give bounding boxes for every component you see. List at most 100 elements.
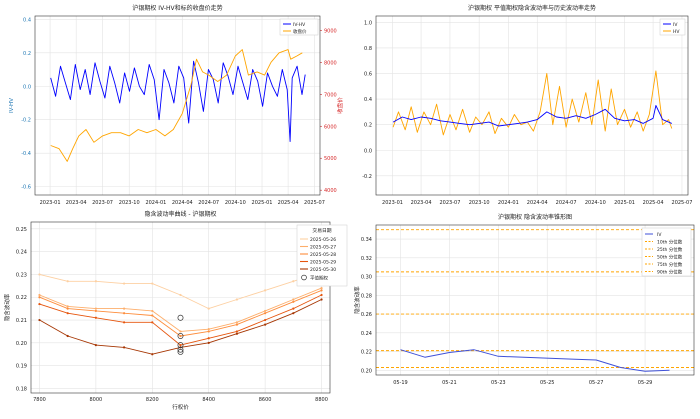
chart4-x-tick-label: 05-19 [393,380,408,386]
chart3-x-tick-label: 8200 [146,397,159,403]
chart3-smile-point [66,312,69,315]
chart3-smile-point [151,353,154,356]
chart3-smile-point [66,334,69,338]
chart3-x-axis-label: 行权价 [172,403,189,411]
chart4-frame [375,224,695,376]
chart3-smile-point [292,298,295,301]
chart3-smile-point [151,282,154,285]
chart3-smile-point [179,293,182,297]
chart3-smile-point [207,341,210,344]
chart3-smile-point [292,312,295,315]
chart3-legend-label: 2025-05-26 [310,237,336,243]
chart2-x-tick-label: 2025-01 [614,200,635,206]
chart4-x-tick-label: 05-23 [491,380,506,386]
chart3-smile-point [235,321,239,324]
chart3-smile-point [94,309,97,313]
chart3-legend-title: 交易日期 [312,227,331,234]
chart2-x-tick-label: 2024-07 [556,200,577,206]
chart3-y-tick-label: 0.25 [16,227,27,233]
chart3-x-tick-label: 8600 [259,397,272,403]
chart3-smile-point [207,307,210,310]
chart3-smile-point [235,330,239,333]
chart4-legend-label: 75th 分位数 [657,261,683,268]
chart3-smile-point [94,316,97,319]
chart4-y-tick-label: 0.32 [361,256,372,262]
chart2-y-tick-label: 0.8 [364,46,372,52]
chart3-smile-point [292,300,295,303]
chart3-legend-atm-label: 平值期权 [310,275,328,282]
chart4-legend-label: 90th 分位数 [657,269,683,276]
chart3-y-axis-label: 隐含波动率 [3,293,11,321]
chart4-y-tick-label: 0.20 [361,368,372,374]
chart3-legend-box [296,224,348,287]
chart3-smile-point [264,312,267,315]
chart3-legend-label: 2025-05-28 [310,252,336,258]
chart4-legend-label: 50th 分位数 [657,254,683,261]
chart4-title: 沪银期权 隐含波动率锥形图 [498,213,572,221]
chart2-x-tick-label: 2024-04 [527,200,548,206]
chart1-y-tick-label: 0.2 [23,51,31,57]
chart2-x-tick-label: 2023-07 [440,200,461,206]
chart3-smile-point [320,293,323,297]
chart3-smile-point [179,334,182,338]
chart3-x-tick-label: 8000 [90,397,103,403]
chart2-x-tick-label: 2023-10 [469,200,490,206]
chart1-y-axis-label: IV-HV [9,98,15,113]
chart2-y-tick-label: 1.0 [364,20,372,26]
chart1-y2-tick-label: 5000 [324,156,337,162]
chart4-legend-label: 10th 分位数 [657,239,683,246]
chart2-y-tick-label: 0.6 [364,72,372,78]
chart1-y2-tick-label: 9000 [324,28,337,34]
chart3-smile-point [264,309,267,313]
chart1-x-tick-label: 2025-01 [252,200,273,206]
chart4-legend-box [641,227,692,277]
chart1-y-tick-label: -0.2 [21,118,31,124]
chart3-smile-point [66,305,69,308]
chart3-smile-point [122,346,126,349]
chart3-y-tick-label: 0.22 [16,295,27,301]
chart3-smile-point [38,273,41,276]
chart1-y2-tick-label: 6000 [324,124,337,130]
chart3-x-tick-label: 8800 [315,397,328,403]
chart2-x-tick-label: 2023-04 [411,200,432,206]
chart3-y-tick-label: 0.20 [16,341,27,347]
chart4-y-tick-label: 0.24 [361,331,372,337]
chart1-price-line [50,49,303,162]
chart1-y2-tick-label: 4000 [324,188,337,194]
chart1-y-tick-label: -0.4 [21,151,31,157]
chart2-x-tick-label: 2024-01 [498,200,519,206]
chart3-smile-point [66,280,69,283]
chart2-legend-label: HV [673,29,680,35]
chart3-title: 隐含波动率曲线 - 沪银期权 [145,210,217,218]
chart3-smile-point [94,344,97,347]
chart4-y-tick-label: 0.22 [361,350,372,356]
chart1-x-tick-label: 2025-04 [278,200,299,206]
chart4-y-axis-label: 隐含波动率 [353,286,361,314]
chart1-x-tick-label: 2024-10 [225,200,246,206]
chart1-x-tick-label: 2023-10 [119,200,140,206]
chart2-x-tick-label: 2024-10 [585,200,606,206]
chart4-x-tick-label: 05-21 [442,380,457,386]
chart3-smile-point [320,289,323,292]
chart1-frame [34,15,321,196]
chart3-smile-point [38,318,41,322]
chart3-smile-point [264,289,267,292]
chart4-x-tick-label: 05-25 [540,380,555,386]
chart3-smile-point [264,323,267,326]
chart1-x-tick-label: 2025-07 [304,200,325,206]
chart3-smile-point [94,280,97,283]
chart3-smile-point [122,312,126,315]
chart1-y2-tick-label: 8000 [324,60,337,66]
chart3-smile-point [179,344,182,347]
chart1-x-tick-label: 2024-04 [172,200,193,206]
chart3-smile-point [235,332,239,335]
chart2-y-tick-label: 0.2 [364,123,372,129]
chart1-iv-hv-line [50,60,306,142]
chart3-legend-atm-swatch [301,274,307,281]
chart1-x-tick-label: 2024-01 [145,200,166,206]
chart1-y-tick-label: 0.4 [23,17,31,23]
chart3-atm-marker [177,342,184,349]
chart3-y-tick-label: 0.23 [16,272,27,278]
chart3-smile-point [207,337,210,340]
chart3-y-tick-label: 0.24 [16,250,27,256]
